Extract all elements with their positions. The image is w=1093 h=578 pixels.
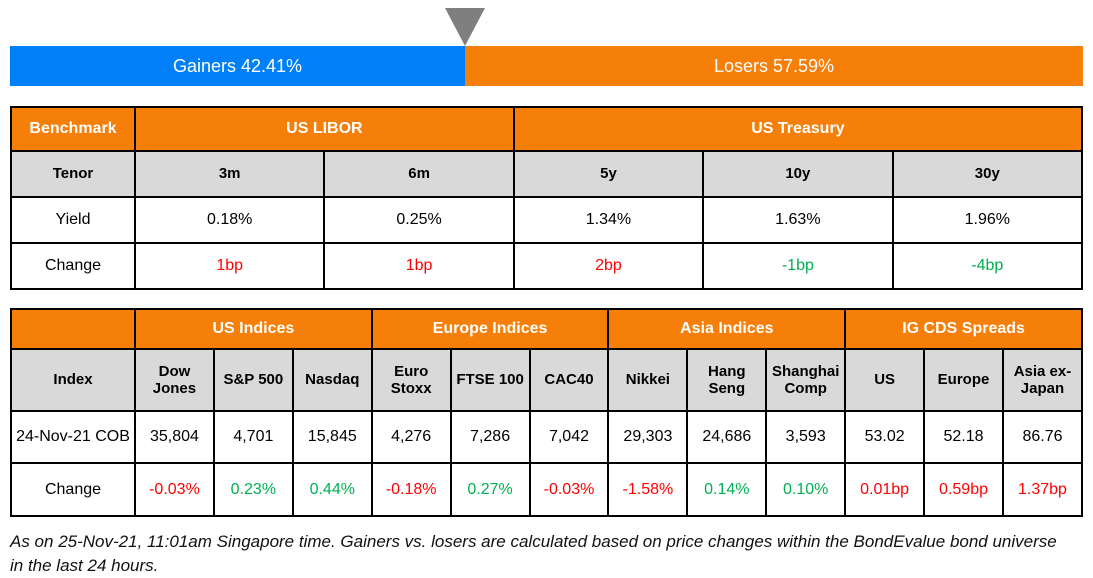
losers-label: Losers 57.59%	[713, 55, 835, 76]
column-header-cell: Nikkei	[607, 348, 689, 412]
benchmark-change-row: Change 1bp 1bp 2bp -1bp -4bp	[10, 242, 1084, 290]
gainers-losers-bar: Gainers 42.41% Losers 57.59%	[10, 46, 1083, 86]
yield-cell: 1.34%	[512, 196, 705, 244]
change-label-cell: Change	[10, 242, 136, 290]
us-libor-group-header: US LIBOR	[134, 106, 515, 152]
change-cell: -0.03%	[134, 462, 215, 517]
yield-cell: 0.18%	[133, 196, 326, 244]
benchmark-yield-row: Yield 0.18% 0.25% 1.34% 1.63% 1.96%	[10, 196, 1084, 244]
losers-segment: Losers 57.59%	[465, 46, 1083, 86]
change-cell: -4bp	[891, 242, 1084, 290]
tenor-cell: 5y	[512, 150, 705, 198]
tenor-cell: 30y	[891, 150, 1084, 198]
europe-indices-group-header: Europe Indices	[370, 308, 610, 350]
yield-cell: 0.25%	[323, 196, 515, 244]
benchmark-table: Benchmark US LIBOR US Treasury Tenor 3m …	[10, 106, 1084, 290]
column-header-cell: US	[844, 348, 926, 412]
change-label-cell: Change	[10, 462, 136, 517]
change-cell: -0.18%	[370, 462, 452, 517]
value-cell: 24,686	[686, 410, 768, 464]
value-cell: 15,845	[291, 410, 373, 464]
value-cell: 86.76	[1001, 410, 1084, 464]
benchmark-group-header-row: Benchmark US LIBOR US Treasury	[10, 106, 1084, 152]
value-cell: 4,701	[212, 410, 294, 464]
change-cell: 0.44%	[291, 462, 373, 517]
gainers-losers-marker-triangle-icon	[445, 8, 486, 46]
column-header-cell: Euro Stoxx	[370, 348, 452, 412]
indices-change-row: Change -0.03% 0.23% 0.44% -0.18% 0.27% -…	[10, 462, 1084, 517]
change-cell: -0.03%	[528, 462, 610, 517]
change-cell: 1bp	[323, 242, 515, 290]
tenor-cell: 10y	[702, 150, 894, 198]
asia-indices-group-header: Asia Indices	[607, 308, 847, 350]
gainers-segment: Gainers 42.41%	[10, 46, 466, 86]
indices-table: US Indices Europe Indices Asia Indices I…	[10, 308, 1084, 517]
indices-values-row: 24-Nov-21 COB 35,804 4,701 15,845 4,276 …	[10, 410, 1084, 464]
indices-corner-spacer-cell	[10, 308, 136, 350]
index-label-cell: Index	[10, 348, 136, 412]
ig-cds-spreads-group-header: IG CDS Spreads	[844, 308, 1083, 350]
column-header-cell: CAC40	[528, 348, 610, 412]
value-cell: 7,042	[528, 410, 610, 464]
tenor-cell: 3m	[133, 150, 326, 198]
change-cell: 0.01bp	[844, 462, 926, 517]
change-cell: 2bp	[512, 242, 705, 290]
us-treasury-group-header: US Treasury	[512, 106, 1084, 152]
yield-cell: 1.63%	[702, 196, 894, 244]
column-header-cell: Hang Seng	[686, 348, 768, 412]
values-row-label-cell: 24-Nov-21 COB	[10, 410, 136, 464]
column-header-cell: Europe	[923, 348, 1004, 412]
yield-label-cell: Yield	[10, 196, 136, 244]
marker-track	[10, 0, 1083, 46]
value-cell: 3,593	[765, 410, 847, 464]
benchmark-tenor-row: Tenor 3m 6m 5y 10y 30y	[10, 150, 1084, 198]
column-header-cell: FTSE 100	[449, 348, 531, 412]
change-cell: 0.59bp	[923, 462, 1004, 517]
change-cell: 0.10%	[765, 462, 847, 517]
change-cell: 0.23%	[212, 462, 294, 517]
column-header-cell: Dow Jones	[134, 348, 215, 412]
change-cell: 1.37bp	[1001, 462, 1084, 517]
value-cell: 53.02	[844, 410, 926, 464]
indices-group-header-row: US Indices Europe Indices Asia Indices I…	[10, 308, 1083, 350]
column-header-cell: Shanghai Comp	[765, 348, 847, 412]
change-cell: -1bp	[702, 242, 894, 290]
column-header-cell: S&P 500	[212, 348, 294, 412]
change-cell: 1bp	[133, 242, 326, 290]
value-cell: 29,303	[607, 410, 689, 464]
indices-column-header-row: Index Dow Jones S&P 500 Nasdaq Euro Stox…	[10, 348, 1084, 412]
value-cell: 4,276	[370, 410, 452, 464]
change-cell: 0.14%	[686, 462, 768, 517]
value-cell: 7,286	[449, 410, 531, 464]
change-cell: 0.27%	[449, 462, 531, 517]
gainers-label: Gainers 42.41%	[172, 55, 303, 76]
column-header-cell: Nasdaq	[291, 348, 373, 412]
column-header-cell: Asia ex-Japan	[1001, 348, 1084, 412]
us-indices-group-header: US Indices	[134, 308, 373, 350]
value-cell: 35,804	[134, 410, 215, 464]
change-cell: -1.58%	[607, 462, 689, 517]
benchmark-corner-cell: Benchmark	[10, 106, 136, 152]
value-cell: 52.18	[923, 410, 1004, 464]
footnote-text: As on 25-Nov-21, 11:01am Singapore time.…	[10, 532, 1057, 575]
tenor-label-cell: Tenor	[10, 150, 136, 198]
tenor-cell: 6m	[323, 150, 515, 198]
yield-cell: 1.96%	[891, 196, 1084, 244]
